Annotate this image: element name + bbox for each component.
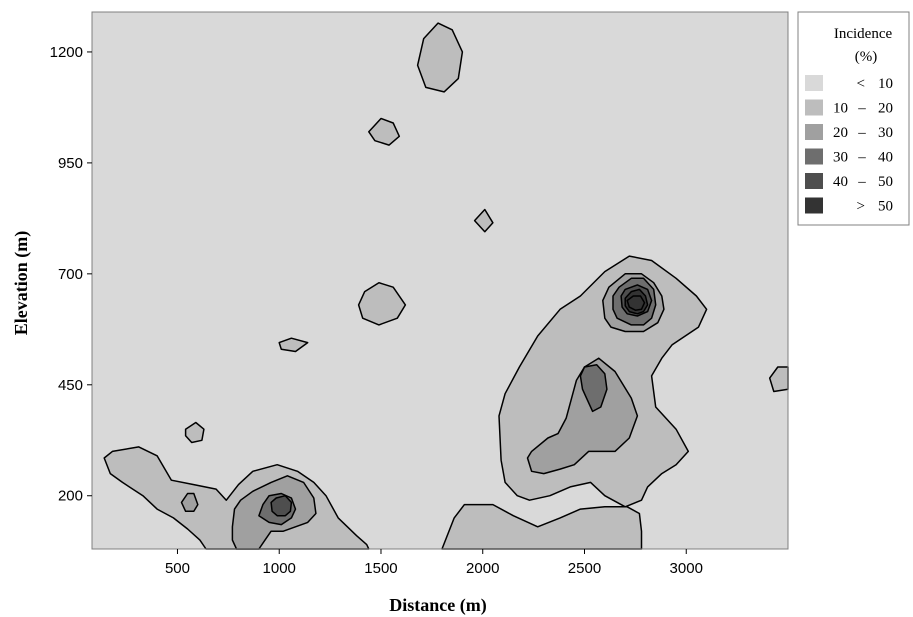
contour-region-3 xyxy=(357,281,407,326)
contour-region-12 xyxy=(526,357,639,475)
y-tick-label-200: 200 xyxy=(58,488,83,505)
legend-label-2-dash: – xyxy=(857,125,866,141)
contour-regions xyxy=(103,22,789,550)
legend-title: Incidence xyxy=(834,26,893,42)
contour-region-11 xyxy=(180,492,199,513)
legend-label-4-dash: – xyxy=(857,174,866,190)
legend-box xyxy=(797,11,910,226)
legend-swatch-4 xyxy=(805,173,823,189)
legend-label-0-start: < xyxy=(857,76,865,92)
y-tick-label-700: 700 xyxy=(58,266,83,283)
y-axis: 200 450 700 950 1200 xyxy=(50,44,92,505)
legend-swatch-0 xyxy=(805,75,823,91)
x-tick-label-1000: 1000 xyxy=(263,560,296,577)
legend-label-3-start: 30 xyxy=(833,150,848,166)
x-tick-label-2500: 2500 xyxy=(568,560,601,577)
legend-label-4-end: 50 xyxy=(878,174,893,190)
legend-label-3-end: 40 xyxy=(878,150,893,166)
x-axis-title: Distance (m) xyxy=(389,595,486,616)
contour-region-8 xyxy=(441,503,643,550)
x-tick-label-500: 500 xyxy=(165,560,190,577)
legend-label-2-start: 20 xyxy=(833,125,848,141)
y-axis-title: Elevation (m) xyxy=(11,231,32,335)
legend-label-5-end: 50 xyxy=(878,199,893,215)
legend-label-5-start: > xyxy=(857,199,865,215)
plot-background xyxy=(92,12,788,549)
legend-label-4-start: 40 xyxy=(833,174,848,190)
x-tick-label-1500: 1500 xyxy=(364,560,397,577)
y-tick-label-950: 950 xyxy=(58,155,83,172)
legend-label-1-dash: – xyxy=(857,101,866,117)
contour-region-17 xyxy=(270,494,293,517)
legend-label-1-end: 20 xyxy=(878,101,893,117)
contour-region-5 xyxy=(184,421,205,444)
contour-region-2 xyxy=(473,208,494,233)
y-tick-label-1200: 1200 xyxy=(50,44,83,61)
x-tick-label-3000: 3000 xyxy=(670,560,703,577)
legend-title-unit: (%) xyxy=(855,49,878,65)
contour-region-20 xyxy=(626,295,646,311)
legend-swatch-5 xyxy=(805,197,823,214)
contour-region-0 xyxy=(416,22,464,93)
x-tick-label-2000: 2000 xyxy=(466,560,499,577)
plot-border xyxy=(91,11,789,550)
x-axis: 500 1000 1500 2000 2500 3000 xyxy=(165,549,703,577)
contour-region-15 xyxy=(579,364,608,413)
contour-region-4 xyxy=(278,337,309,353)
legend-label-0-end: 10 xyxy=(878,76,893,92)
legend-label-1-start: 10 xyxy=(833,101,848,117)
legend-swatch-3 xyxy=(805,148,823,165)
legend-label-2-end: 30 xyxy=(878,125,893,141)
contour-region-1 xyxy=(368,117,401,146)
plot-area xyxy=(91,11,789,550)
legend-swatch-2 xyxy=(805,124,823,140)
legend-label-3-dash: – xyxy=(857,150,866,166)
legend-swatch-1 xyxy=(805,99,823,116)
y-tick-label-450: 450 xyxy=(58,377,83,394)
